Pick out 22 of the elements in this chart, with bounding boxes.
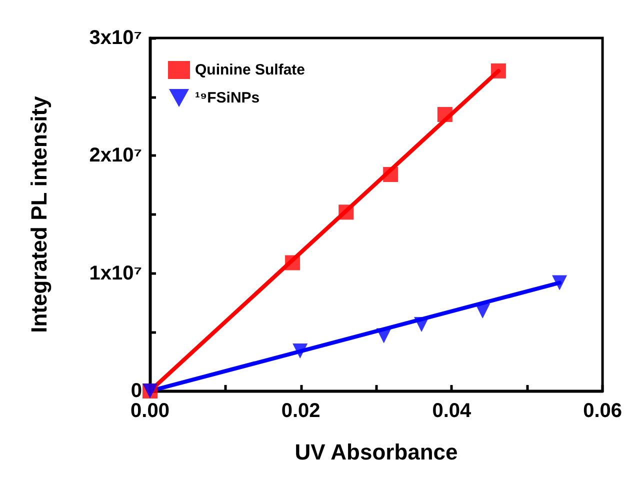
point [285,255,300,270]
y-tick-label: 1x10⁷ [89,262,142,284]
y-tick-label: 3x10⁷ [89,27,142,49]
point [437,106,452,122]
point [414,317,430,332]
y-axis-title: Integrated PL intensity [26,95,52,333]
point [376,328,392,344]
point [490,63,506,78]
point [338,204,354,220]
x-tick-label: 0.02 [281,400,320,422]
point [383,166,398,182]
point [552,275,568,290]
x-axis-title: UV Absorbance [294,440,458,464]
x-tick-label: 0.06 [583,400,622,422]
x-tick-label: 0.00 [130,400,170,422]
legend-label: ¹⁹FSiNPs [195,90,260,106]
point [475,303,490,318]
point [292,343,308,358]
y-tick-label: 2x10⁷ [89,144,142,167]
legend-label: Quinine Sulfate [195,62,306,78]
x-tick-label: 0.04 [432,400,472,422]
y-tick-label: 0 [130,380,142,402]
